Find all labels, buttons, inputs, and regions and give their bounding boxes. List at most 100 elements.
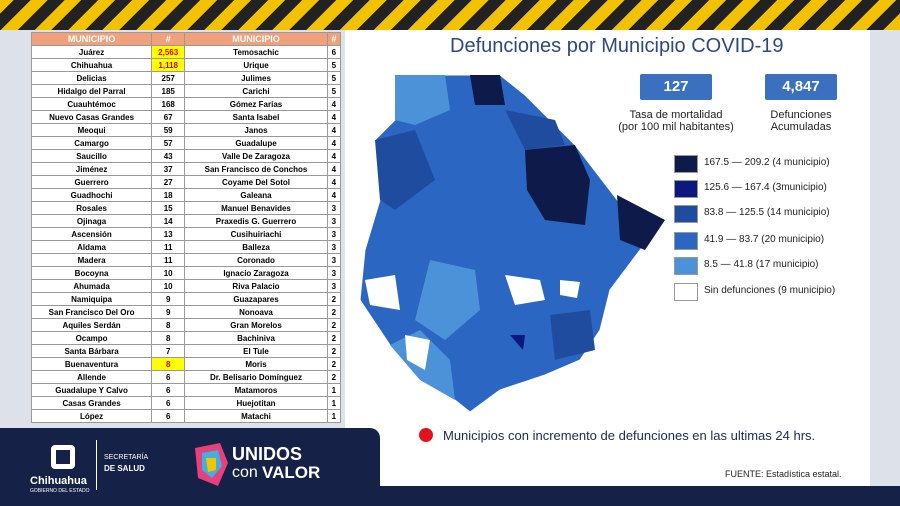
column-header: # [151,32,186,46]
table-cell: 2 [326,305,342,319]
table-cell: 6 [151,409,186,423]
table-cell: Ahumada [30,279,153,293]
table-cell: Nonoava [184,305,328,319]
table-row: Ahumada 10 Riva Palacio 3 [30,279,342,293]
table-cell: 8 [151,357,186,371]
table-cell: Santa Isabel [184,110,328,124]
legend-swatch [674,205,698,223]
table-cell: Jiménez [30,162,153,176]
table-cell: Balleza [184,240,328,254]
table-row: Nuevo Casas Grandes 67 Santa Isabel 4 [30,110,342,124]
table-row: Guadhochi 18 Galeana 4 [30,188,342,202]
table-cell: 10 [151,279,186,293]
table-cell: 5 [326,58,342,72]
table-cell: 15 [151,201,186,215]
table-row: Hidalgo del Parral 185 Carichi 5 [30,84,342,98]
table-cell: 59 [151,123,186,137]
table-cell: Casas Grandes [30,396,153,410]
table-row: Jiménez 37 San Francisco de Conchos 4 [30,162,342,176]
table-cell: 13 [151,227,186,241]
table-cell: Nuevo Casas Grandes [30,110,153,124]
table-cell: 257 [151,71,186,85]
table-cell: San Francisco Del Oro [30,305,153,319]
brand3: VALOR [262,463,321,482]
table-cell: Allende [30,370,153,384]
table-row: Namiquipa 9 Guazapares 2 [30,292,342,306]
legend-label: Sin defunciones (9 municipio) [704,285,836,296]
table-row: Santa Bárbara 7 El Tule 2 [30,344,342,358]
crest [51,445,75,469]
table-cell: Santa Bárbara [30,344,153,358]
table-cell: 6 [151,383,186,397]
table-cell: Ascensión [30,227,153,241]
table-cell: Bachiniva [184,331,328,345]
table-cell: Guadalupe Y Calvo [30,383,153,397]
table-row: Chihuahua 1,118 Urique 5 [30,58,342,72]
table-row: Buenaventura 8 Moris 2 [30,357,342,371]
table-cell: 185 [151,84,186,98]
table-cell: Ignacio Zaragoza [184,266,328,280]
table-cell: Galeana [184,188,328,202]
table-cell: Chihuahua [30,58,153,72]
table-cell: Madera [30,253,153,267]
table-cell: Matamoros [184,383,328,397]
table-cell: Ocampo [30,331,153,345]
table-cell: 2 [326,370,342,384]
table-cell: Carichi [184,84,328,98]
table-row: Aldama 11 Balleza 3 [30,240,342,254]
table-cell: 3 [326,214,342,228]
table-cell: Bocoyna [30,266,153,280]
table-row: Casas Grandes 6 Huejotitan 1 [30,396,342,410]
table-cell: 2 [326,318,342,332]
hazard-stripe [0,0,900,30]
table-cell: Ojinaga [30,214,153,228]
table-cell: 10 [151,266,186,280]
table-row: Ascensión 13 Cusihuiriachi 3 [30,227,342,241]
legend-swatch [674,257,698,275]
brand1: UNIDOS [232,444,303,464]
table-cell: Cuauhtémoc [30,97,153,111]
table-row: Saucillo 43 Valle De Zaragoza 4 [30,149,342,163]
table-cell: Rosales [30,201,153,215]
table-cell: Moris [184,357,328,371]
table-cell: 3 [326,279,342,293]
table-row: Madera 11 Coronado 3 [30,253,342,267]
legend-swatch [674,155,698,173]
legend-swatch [674,232,698,250]
table-cell: Aquiles Serdán [30,318,153,332]
table-cell: Delicias [30,71,153,85]
table-cell: Buenaventura [30,357,153,371]
table-cell: Saucillo [30,149,153,163]
table: MUNICIPIO # MUNICIPIO # Juárez 2,563 Temosachi… [30,32,342,423]
table-cell: 4 [326,110,342,124]
table-cell: Gran Morelos [184,318,328,332]
table-cell: Guazapares [184,292,328,306]
table-cell: Juárez [30,45,153,59]
table-cell: 7 [151,344,186,358]
table-row: López 6 Matachi 1 [30,409,342,423]
table-cell: 11 [151,240,186,254]
table-row: Camargo 57 Guadalupe 4 [30,136,342,150]
table-cell: El Tule [184,344,328,358]
table-row: Meoqui 59 Janos 4 [30,123,342,137]
table-cell: Janos [184,123,328,137]
table-cell: 43 [151,149,186,163]
table-cell: Aldama [30,240,153,254]
table-cell: 1 [326,396,342,410]
table-cell: 8 [151,331,186,345]
table-cell: 6 [326,45,342,59]
table-cell: 18 [151,188,186,202]
table-cell: Cusihuiriachi [184,227,328,241]
table-cell: 6 [151,396,186,410]
column-header: MUNICIPIO [30,32,153,46]
table-cell: 4 [326,188,342,202]
legend-label: 8.5 — 41.8 (17 municipio) [704,259,819,270]
table-cell: 1,118 [151,58,186,72]
table-row: Guadalupe Y Calvo 6 Matamoros 1 [30,383,342,397]
table-cell: Namiquipa [30,292,153,306]
divider [96,440,97,490]
brand-icon [195,443,228,486]
table-cell: Dr. Belisario Domínguez [184,370,328,384]
table-cell: 4 [326,136,342,150]
